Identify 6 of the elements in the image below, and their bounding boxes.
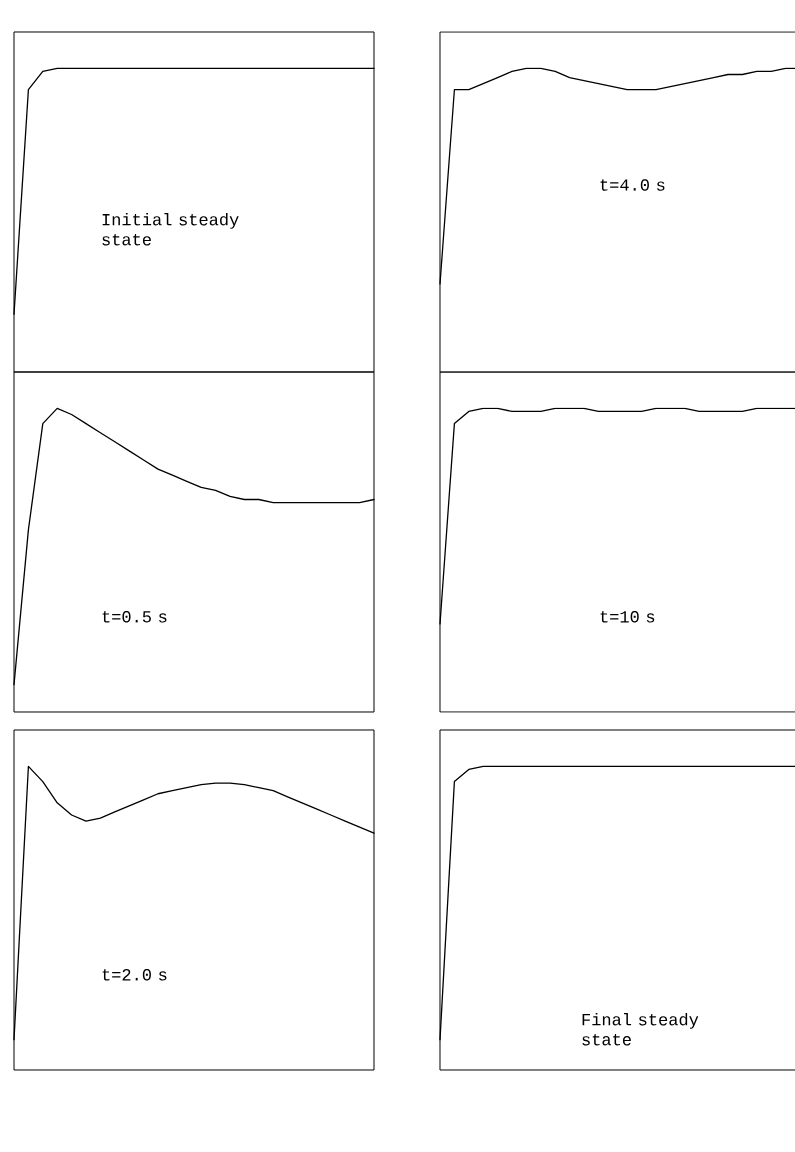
annotation: t=10 s: [600, 611, 655, 623]
annotation: Initial steady state: [102, 212, 239, 246]
annotation: t=2.0 s: [102, 969, 167, 981]
annotation: Final steady state: [582, 1012, 699, 1046]
annotation: t=4.0 s: [600, 179, 665, 191]
annotation: t=0.5 s: [102, 611, 167, 623]
